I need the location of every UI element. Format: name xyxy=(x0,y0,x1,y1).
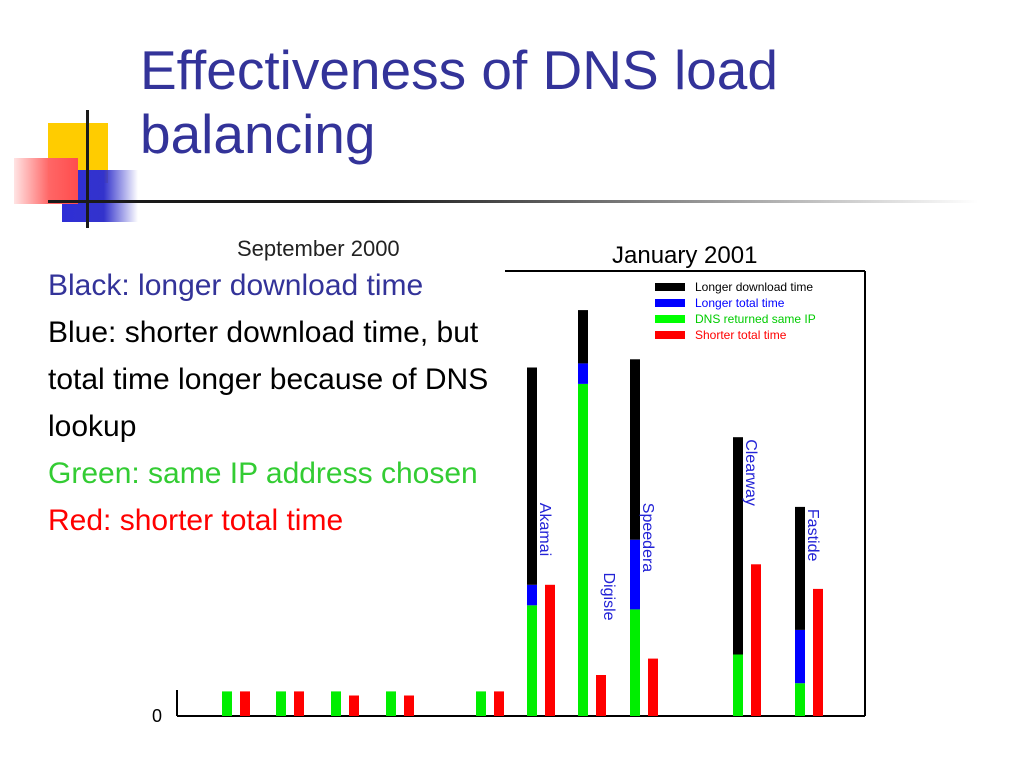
slide-title: Effectiveness of DNS load balancing xyxy=(140,39,778,165)
bar-label-speedera: Speedera xyxy=(639,503,656,572)
bar-black-9 xyxy=(795,506,805,630)
bar-black-7 xyxy=(630,359,640,540)
bar-red-2 xyxy=(349,695,359,716)
legend-swatch-same-ip xyxy=(655,315,685,323)
bar-label-fastide: Fastide xyxy=(804,509,821,562)
key-line-black: Black: longer download time xyxy=(48,269,424,302)
bar-labels-group: Akamai Digisle Speedera Clearway Fastide xyxy=(536,439,821,620)
bar-red-5 xyxy=(545,584,555,716)
legend-swatch-longer-download xyxy=(655,283,685,291)
chart-legend: Longer download time Longer total time D… xyxy=(655,280,816,342)
bar-red-1 xyxy=(294,691,304,716)
bar-label-akamai: Akamai xyxy=(536,503,553,556)
bar-red-4 xyxy=(494,691,504,716)
bars-group xyxy=(222,310,823,716)
bar-red-0 xyxy=(240,691,250,716)
legend-swatch-longer-total xyxy=(655,299,685,307)
bar-red-9 xyxy=(813,588,823,716)
bar-black-8 xyxy=(733,437,743,655)
bar-red-8 xyxy=(751,564,761,716)
decor-vertical-rule xyxy=(86,110,89,228)
decor-red-square xyxy=(14,158,78,204)
bar-green-0 xyxy=(222,691,232,716)
y-tick-label-zero: 0 xyxy=(152,706,162,726)
bar-label-clearway: Clearway xyxy=(742,439,759,506)
legend-label-shorter-total: Shorter total time xyxy=(695,328,787,342)
bar-blue-7 xyxy=(630,539,640,610)
chart-2-title: January 2001 xyxy=(612,242,757,269)
bar-green-8 xyxy=(733,654,743,716)
bar-green-9 xyxy=(795,683,805,716)
bar-blue-9 xyxy=(795,629,805,684)
bar-label-digisle: Digisle xyxy=(600,573,617,621)
bar-black-6 xyxy=(578,310,588,364)
chart-1-title: September 2000 xyxy=(237,236,400,261)
bar-green-2 xyxy=(331,691,341,716)
legend-label-same-ip: DNS returned same IP xyxy=(695,312,816,326)
bar-green-7 xyxy=(630,609,640,716)
bar-red-6 xyxy=(596,675,606,716)
bar-green-5 xyxy=(527,605,537,716)
bar-green-4 xyxy=(476,691,486,716)
bar-blue-5 xyxy=(527,584,537,606)
bar-black-5 xyxy=(527,367,537,585)
key-line-red: Red: shorter total time xyxy=(48,504,344,537)
legend-label-longer-total: Longer total time xyxy=(695,296,785,310)
title-underline xyxy=(48,200,978,203)
bar-green-3 xyxy=(386,691,396,716)
bar-green-1 xyxy=(276,691,286,716)
key-line-green: Green: same IP address chosen xyxy=(48,457,478,490)
key-line-blue: Blue: shorter download time, but total t… xyxy=(48,316,489,443)
bar-blue-6 xyxy=(578,363,588,384)
legend-label-longer-download: Longer download time xyxy=(695,280,813,294)
color-key-text: Black: longer download time Blue: shorte… xyxy=(48,262,498,544)
legend-swatch-shorter-total xyxy=(655,331,685,339)
bar-red-7 xyxy=(648,658,658,716)
bar-red-3 xyxy=(404,695,414,716)
bar-green-6 xyxy=(578,383,588,716)
